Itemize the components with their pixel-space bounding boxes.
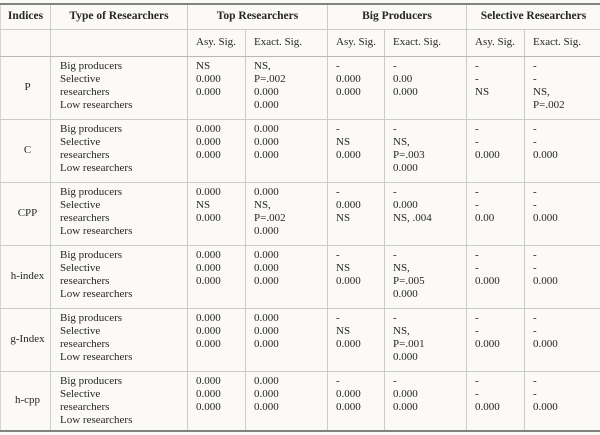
table-row-g-index: g-Index Big producers Selective research… xyxy=(0,307,600,372)
subheader-top-asy-sig: Asy. Sig. xyxy=(187,28,246,57)
table-row-h-cpp: h-cpp Big producers Selective researcher… xyxy=(0,370,600,432)
cell-top-exact: 0.000 0.000 0.000 xyxy=(245,307,328,372)
cell-selective-asy: - - 0.000 xyxy=(466,370,525,432)
cell-selective-asy: - - NS xyxy=(466,55,525,120)
row-index-label: g-Index xyxy=(0,307,51,372)
table-row-h-index: h-index Big producers Selective research… xyxy=(0,244,600,309)
cell-selective-asy: - - 0.000 xyxy=(466,118,525,183)
table-header: Indices Type of Researchers Top Research… xyxy=(0,3,600,57)
cell-selective-exact: - - NS, P=.002 xyxy=(523,55,600,120)
subheader-big-asy-sig: Asy. Sig. xyxy=(327,28,385,57)
table-row-p: P Big producers Selective researchers Lo… xyxy=(0,55,600,120)
cell-selective-exact: - - 0.000 xyxy=(523,307,600,372)
cell-top-exact: 0.000 0.000 0.000 xyxy=(245,370,328,432)
subheader-selective-exact-sig: Exact. Sig. xyxy=(523,28,600,57)
type-cell: Big producers Selective researchers Low … xyxy=(50,370,188,432)
header-sub-row: Asy. Sig. Exact. Sig. Asy. Sig. Exact. S… xyxy=(0,28,600,57)
header-group-selective-researchers: Selective Researchers xyxy=(465,3,600,30)
type-cell: Big producers Selective researchers Low … xyxy=(50,244,188,309)
cell-big-exact: - 0.000 NS, .004 xyxy=(384,181,467,246)
cell-top-asy: 0.000 0.000 0.000 xyxy=(187,307,246,372)
cell-selective-asy: - - 0.000 xyxy=(466,244,525,309)
header-indices: Indices xyxy=(0,3,51,30)
cell-big-exact: - NS, P=.003 0.000 xyxy=(384,118,467,183)
cell-top-exact: 0.000 0.000 0.000 xyxy=(245,244,328,309)
cell-big-asy: - NS 0.000 xyxy=(327,118,385,183)
cell-big-exact: - 0.00 0.000 xyxy=(384,55,467,120)
subheader-top-exact-sig: Exact. Sig. xyxy=(245,28,328,57)
subheader-selective-asy-sig: Asy. Sig. xyxy=(466,28,525,57)
type-cell: Big producers Selective researchers Low … xyxy=(50,307,188,372)
cell-top-asy: 0.000 0.000 0.000 xyxy=(187,118,246,183)
row-index-label: CPP xyxy=(0,181,51,246)
row-index-label: h-index xyxy=(0,244,51,309)
cell-big-exact: - NS, P=.001 0.000 xyxy=(384,307,467,372)
row-index-label: C xyxy=(0,118,51,183)
cell-top-exact: 0.000 0.000 0.000 xyxy=(245,118,328,183)
empty-header-cell xyxy=(50,28,188,57)
cell-top-exact: 0.000 NS, P=.002 0.000 xyxy=(245,181,328,246)
header-group-row: Indices Type of Researchers Top Research… xyxy=(0,3,600,30)
type-cell: Big producers Selective researchers Low … xyxy=(50,181,188,246)
table-row-cpp: CPP Big producers Selective researchers … xyxy=(0,181,600,246)
cell-big-asy: - 0.000 0.000 xyxy=(327,370,385,432)
cell-top-asy: 0.000 0.000 0.000 xyxy=(187,370,246,432)
empty-header-cell xyxy=(0,28,51,57)
type-cell: Big producers Selective researchers Low … xyxy=(50,55,188,120)
cell-big-asy: - 0.000 NS xyxy=(327,181,385,246)
cell-top-asy: NS 0.000 0.000 xyxy=(187,55,246,120)
subheader-big-exact-sig: Exact. Sig. xyxy=(384,28,467,57)
row-index-label: h-cpp xyxy=(0,370,51,432)
cell-top-exact: NS, P=.002 0.000 0.000 xyxy=(245,55,328,120)
significance-table: Indices Type of Researchers Top Research… xyxy=(0,3,600,433)
table-row-c: C Big producers Selective researchers Lo… xyxy=(0,118,600,183)
row-index-label: P xyxy=(0,55,51,120)
cell-big-asy: - NS 0.000 xyxy=(327,244,385,309)
cell-big-asy: - NS 0.000 xyxy=(327,307,385,372)
header-group-top-researchers: Top Researchers xyxy=(187,3,328,30)
cell-top-asy: 0.000 0.000 0.000 xyxy=(187,244,246,309)
cell-big-exact: - 0.000 0.000 xyxy=(384,370,467,432)
header-type-of-researchers: Type of Researchers xyxy=(50,3,188,30)
cell-big-asy: - 0.000 0.000 xyxy=(327,55,385,120)
cell-selective-exact: - - 0.000 xyxy=(523,118,600,183)
cell-selective-exact: - - 0.000 xyxy=(523,370,600,432)
cell-top-asy: 0.000 NS 0.000 xyxy=(187,181,246,246)
cell-big-exact: - NS, P=.005 0.000 xyxy=(384,244,467,309)
cell-selective-exact: - - 0.000 xyxy=(523,181,600,246)
cell-selective-exact: - - 0.000 xyxy=(523,244,600,309)
table-body: P Big producers Selective researchers Lo… xyxy=(0,55,600,432)
cell-selective-asy: - - 0.000 xyxy=(466,307,525,372)
cell-selective-asy: - - 0.00 xyxy=(466,181,525,246)
type-cell: Big producers Selective researchers Low … xyxy=(50,118,188,183)
header-group-big-producers: Big Producers xyxy=(327,3,467,30)
